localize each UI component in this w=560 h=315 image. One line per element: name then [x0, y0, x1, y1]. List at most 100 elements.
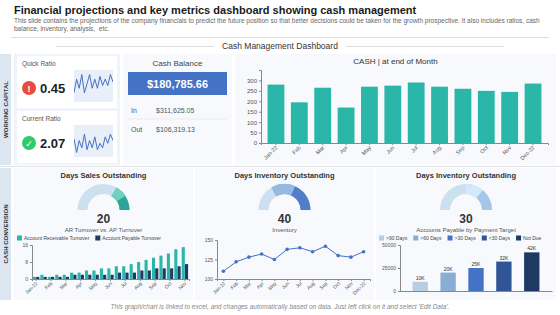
- axis-line: [30, 246, 33, 280]
- tick-label: Nov: [501, 144, 512, 155]
- tick-label: Feb: [291, 145, 302, 156]
- panel: Days Inventory Outstanding30Accounts Pay…: [376, 168, 556, 300]
- x-tick: Jan-22: [24, 279, 39, 295]
- tick-mark: [416, 143, 417, 145]
- x-tick: May: [87, 279, 98, 291]
- x-tick: Jun: [103, 279, 113, 290]
- bar: [384, 86, 401, 143]
- bar: [155, 268, 158, 279]
- x-tick: Oct: [479, 143, 490, 155]
- tick-mark: [439, 143, 440, 145]
- marker: [234, 260, 238, 264]
- tick-label: Feb: [43, 280, 53, 290]
- axis-line: [218, 280, 371, 282]
- tick-mark: [262, 279, 263, 281]
- bar: [413, 282, 428, 291]
- tick-mark: [223, 279, 224, 281]
- plot-area: [268, 83, 542, 143]
- x-tick: Mar: [58, 279, 69, 291]
- axis-line: [259, 71, 262, 144]
- bar: [408, 83, 425, 143]
- bar: [96, 275, 99, 279]
- kpi-title: Quick Ratio: [22, 60, 56, 68]
- legend-swatch: [95, 236, 100, 241]
- x-tick: Sep: [147, 279, 158, 291]
- x-axis: Jan-22FebMarAprMayJunJulAugSepOctNov: [24, 279, 190, 295]
- marker: [222, 269, 226, 273]
- plot-area: [74, 134, 113, 152]
- tick-label: 0: [25, 276, 28, 282]
- bar: [73, 275, 76, 279]
- tick-mark: [259, 122, 261, 123]
- tick-mark: [30, 262, 32, 263]
- tick-label: Jun: [385, 145, 396, 156]
- bar: [152, 258, 155, 279]
- bar: [361, 87, 378, 143]
- tick-label: Jan-22: [211, 280, 226, 295]
- tick-label: Jun: [103, 280, 113, 290]
- footer: This graph/chart is linked to excel, and…: [111, 303, 450, 311]
- tick-mark: [259, 112, 261, 113]
- bar: [496, 262, 511, 291]
- tick-mark: [369, 143, 370, 145]
- tick-label: Oct: [479, 144, 490, 155]
- bar: [159, 256, 162, 279]
- kpi-title: Current Ratio: [22, 115, 61, 122]
- y-axis: 100125150: [205, 237, 218, 282]
- gauge-track: [78, 184, 130, 210]
- title-rule: [346, 46, 504, 47]
- bar: [268, 85, 285, 143]
- gauge-value: 40: [278, 212, 292, 226]
- bar: [51, 277, 54, 279]
- plot-area: [222, 244, 366, 273]
- tick-mark: [30, 279, 32, 280]
- x-tick: Jul: [410, 143, 419, 154]
- bar: [58, 277, 61, 279]
- tick-label: Jun: [280, 280, 290, 290]
- bar: [525, 84, 542, 143]
- data-label: 42K: [527, 245, 537, 251]
- tick-mark: [155, 279, 156, 281]
- x-tick: Dec-22: [351, 279, 367, 296]
- tick-mark: [259, 143, 261, 144]
- tick-label: Oct: [163, 280, 173, 290]
- legend-entry: Account Payable Turnover: [102, 235, 161, 241]
- bar: [163, 268, 166, 279]
- bar: [88, 275, 91, 279]
- axis-line: [33, 280, 190, 282]
- bar: [130, 264, 133, 279]
- x-axis: Jan-22FebMarAprMayJunJulAugSepOctNovDec-…: [211, 279, 370, 296]
- tick-label: Sep: [454, 145, 465, 156]
- kpi-value: 2.07: [40, 136, 65, 151]
- gauge: 40: [259, 184, 311, 226]
- y-tick: 150: [205, 237, 217, 243]
- x-tick: Aug: [431, 143, 442, 156]
- x-tick: Feb: [229, 279, 239, 291]
- panel-title: Cash Balance: [153, 59, 203, 68]
- tick-label: Mar: [314, 144, 325, 155]
- bar: [81, 275, 84, 279]
- tick-label: Oct: [332, 280, 342, 290]
- y-tick: 100: [205, 276, 217, 282]
- tick-mark: [215, 260, 217, 261]
- gauge-highlight: [466, 184, 483, 198]
- tick-mark: [259, 101, 261, 102]
- tick-label: Mar: [58, 280, 69, 291]
- y-axis: 0816: [22, 242, 32, 282]
- x-tick: Feb: [291, 143, 302, 155]
- tick-label: Apr: [338, 144, 348, 154]
- side-label: WORKING CAPITAL: [3, 81, 9, 138]
- bar: [40, 275, 43, 279]
- legend-swatch: [17, 236, 22, 241]
- tick-label: 50000: [382, 242, 396, 248]
- legend: Account Receivable TurnoverAccount Payab…: [17, 235, 161, 241]
- x-tick: Nov: [501, 143, 512, 156]
- x-tick: Sep: [318, 279, 329, 291]
- bar: [501, 92, 518, 143]
- bar: [148, 271, 151, 280]
- subtitle-line: balance, inventory, analysis, etc.: [14, 25, 109, 33]
- tick-mark: [275, 143, 276, 145]
- marker: [311, 250, 315, 254]
- bar: [140, 271, 143, 280]
- marker: [273, 258, 277, 262]
